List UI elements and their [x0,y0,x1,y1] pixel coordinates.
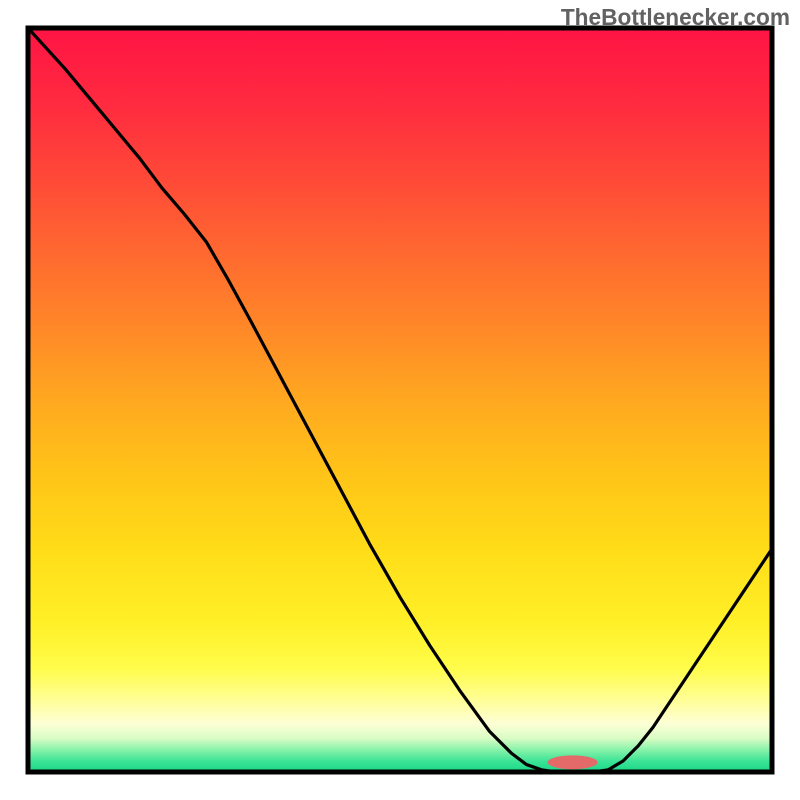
watermark-text: TheBottlenecker.com [561,4,790,31]
gradient-background [28,28,772,772]
chart-svg [0,0,800,800]
bottleneck-chart: TheBottlenecker.com [0,0,800,800]
optimal-indicator [548,755,598,769]
